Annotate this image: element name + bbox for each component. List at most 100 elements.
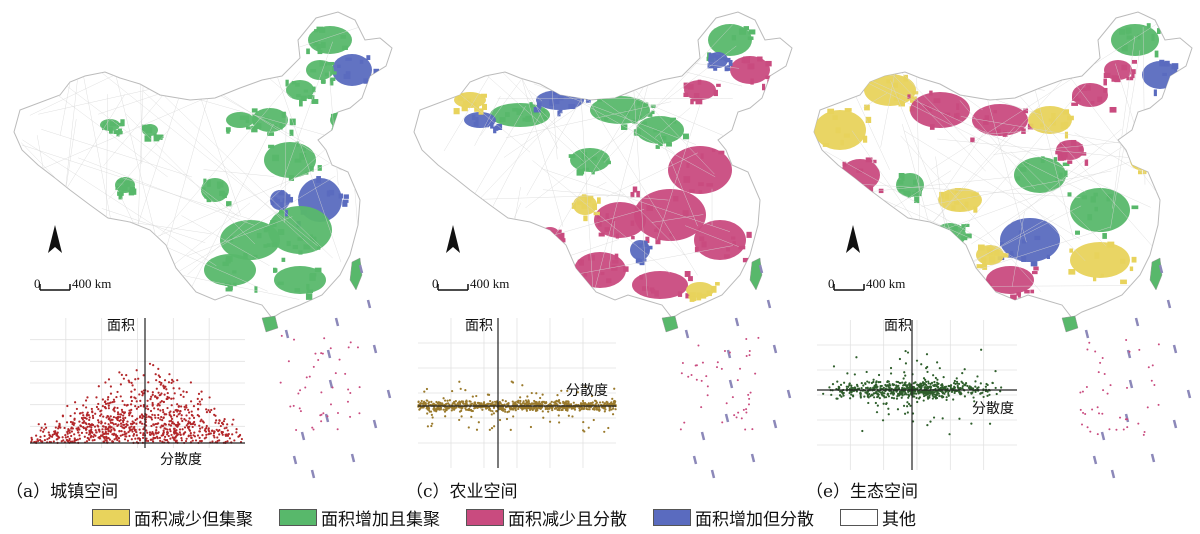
county-border — [937, 138, 1157, 161]
map-patch — [1131, 69, 1136, 75]
island-dot — [747, 393, 750, 396]
scale-zero: 0 — [432, 276, 439, 291]
map-patch — [686, 162, 690, 168]
scatter-point — [107, 404, 110, 407]
map-patch — [1138, 170, 1143, 175]
scatter-point — [897, 384, 900, 387]
map-patch — [730, 236, 736, 240]
map-patch — [907, 94, 911, 99]
scatter-point — [57, 425, 61, 428]
scatter-point — [541, 401, 544, 404]
scatter-point — [922, 384, 925, 387]
scatter-point — [128, 434, 131, 438]
map-patch — [1094, 206, 1098, 212]
map-patch — [225, 127, 231, 132]
scatter-point — [832, 365, 836, 368]
scatter-point — [503, 408, 506, 411]
island-dot — [736, 379, 739, 382]
map-patch — [239, 115, 247, 120]
scatter-point — [873, 386, 877, 389]
scatter-point — [205, 408, 208, 411]
scatter-point — [142, 405, 145, 408]
scatter-point — [185, 404, 188, 407]
scatter-point — [918, 396, 922, 399]
scatter-point — [468, 400, 471, 403]
scatter-point — [901, 392, 904, 395]
county-border — [21, 144, 253, 221]
scatter-point — [493, 425, 496, 428]
island-dot — [358, 412, 361, 415]
map-patch — [581, 152, 587, 159]
scatter-point — [119, 395, 122, 398]
scatter-point — [180, 417, 183, 420]
map-patch — [646, 205, 654, 212]
map-patch — [281, 111, 286, 118]
map-patch — [726, 65, 731, 71]
scatter-point — [477, 421, 480, 424]
scatter-point — [44, 426, 48, 429]
map-patch — [630, 299, 637, 305]
island-dot — [700, 379, 703, 382]
scatter-point — [86, 396, 89, 399]
scale-label: 400 km — [72, 276, 112, 291]
island-dot — [748, 354, 751, 357]
map-patch — [254, 286, 258, 293]
map-patch — [230, 236, 234, 242]
scatter-point — [885, 402, 888, 405]
scatter-point — [87, 437, 90, 440]
map-patch — [309, 166, 314, 172]
scatter-point — [109, 401, 112, 404]
scatter-point — [82, 421, 85, 424]
scatter-point — [563, 403, 566, 406]
county-border — [853, 92, 890, 170]
scatter-point — [210, 429, 214, 432]
scatter-point — [117, 415, 120, 418]
scatter-point — [904, 374, 907, 377]
scatter-point — [127, 430, 130, 434]
scatter-point — [936, 381, 939, 384]
scatter-point — [66, 432, 69, 435]
map-patch — [693, 296, 697, 302]
scatter-point — [879, 385, 882, 388]
map-patch — [1068, 269, 1076, 275]
scatter-point — [544, 407, 547, 411]
scatter-point — [126, 439, 130, 442]
map-patch — [1151, 33, 1155, 41]
scatter-point — [850, 393, 853, 396]
scatter-point — [499, 402, 502, 405]
map-patch — [251, 108, 258, 113]
scatter-point — [901, 394, 904, 397]
scatter-point — [160, 381, 163, 385]
map-patch — [951, 205, 956, 211]
map-patch — [1021, 128, 1026, 134]
map-patch — [901, 177, 905, 181]
scatter-point — [189, 431, 192, 435]
scatter-point — [467, 426, 470, 429]
map-patch — [903, 190, 911, 195]
map-patch — [306, 48, 310, 55]
island-dot — [1146, 406, 1149, 409]
scatter-point — [931, 397, 934, 400]
scatter-point — [511, 408, 514, 411]
scatter-point — [173, 438, 176, 441]
scatter-point — [142, 432, 145, 435]
scatter-point — [178, 410, 182, 413]
scatter-point — [124, 416, 127, 419]
map-region-pink — [540, 227, 560, 243]
scatter-point — [170, 417, 174, 420]
scatter-point — [54, 430, 57, 433]
map-patch — [337, 64, 341, 68]
map-patch — [738, 28, 746, 35]
county-border — [101, 241, 149, 250]
scatter-point — [170, 419, 173, 422]
map-patch — [306, 283, 310, 290]
county-border — [143, 91, 317, 252]
county-border — [579, 68, 595, 308]
scatter-point — [218, 419, 221, 422]
map-patch — [984, 115, 990, 121]
island-dot — [331, 386, 334, 389]
map-patch — [633, 129, 641, 136]
scatter-point — [828, 386, 831, 389]
scatter-point — [519, 399, 522, 403]
map-patch — [286, 240, 291, 247]
